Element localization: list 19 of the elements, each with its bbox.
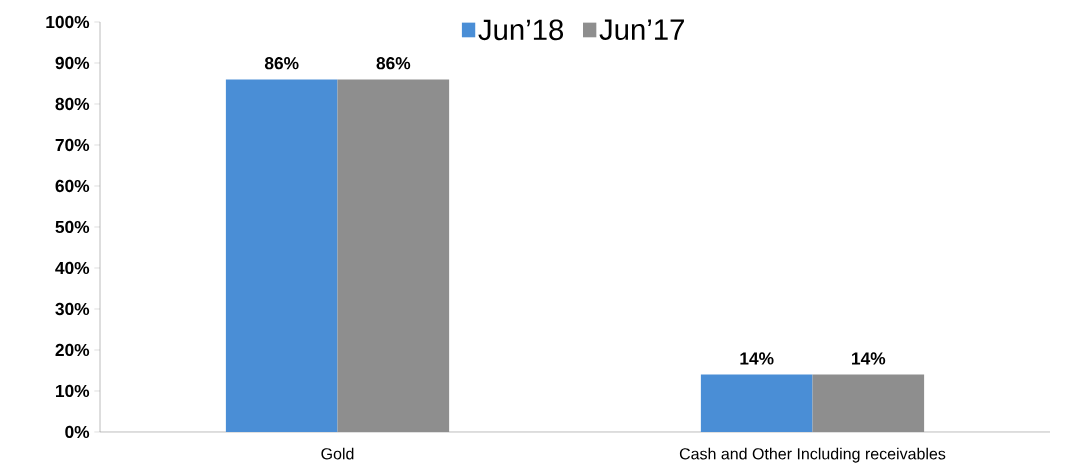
y-tick-label: 50%	[55, 220, 90, 234]
data-label: 86%	[376, 57, 411, 70]
y-tick-label: 70%	[55, 138, 90, 152]
y-tick-label: 90%	[55, 56, 90, 70]
data-label: 14%	[740, 352, 774, 365]
y-tick-label: 100%	[46, 15, 90, 29]
legend-label: Jun’18	[478, 19, 564, 41]
x-tick-label: Gold	[321, 447, 354, 460]
data-label: 14%	[852, 352, 886, 365]
data-label: 86%	[264, 57, 299, 70]
y-tick-label: 80%	[55, 97, 90, 111]
y-tick-label: 40%	[55, 261, 90, 275]
y-tick-label: 20%	[55, 343, 90, 357]
y-tick-label: 60%	[55, 179, 90, 193]
x-tick-label: Cash and Other Including receivables	[679, 447, 946, 463]
y-tick-label: 0%	[65, 425, 90, 439]
legend-label: Jun’17	[599, 19, 684, 41]
y-tick-label: 10%	[56, 384, 90, 398]
y-tick-label: 30%	[55, 302, 90, 316]
